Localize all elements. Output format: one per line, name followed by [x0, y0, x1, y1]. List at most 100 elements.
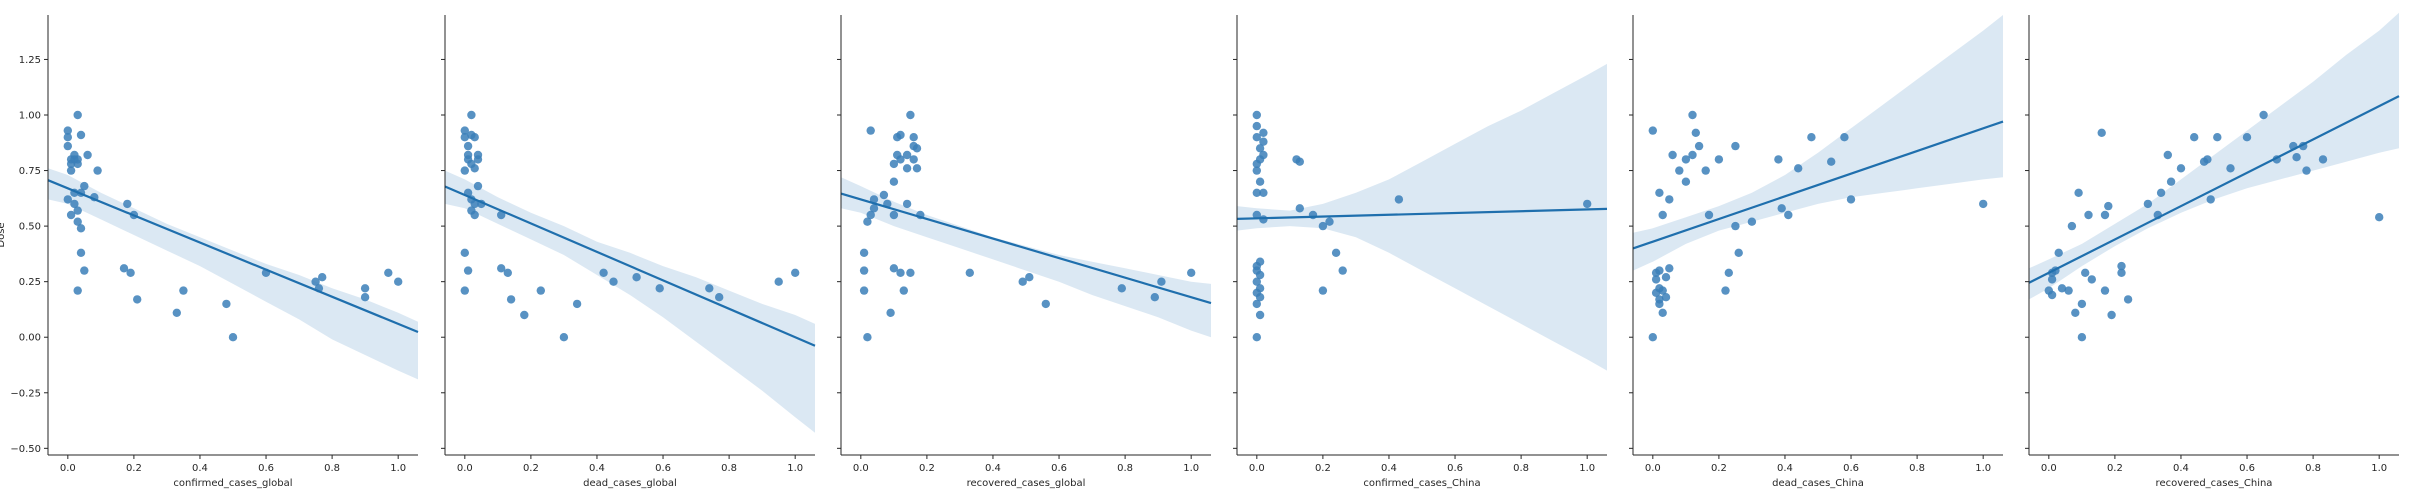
- x-axis-label: confirmed_cases_global: [173, 478, 292, 489]
- y-axis-label: Dose: [0, 222, 7, 247]
- confidence-band: [445, 170, 815, 433]
- data-point: [863, 217, 872, 226]
- data-point: [1688, 110, 1697, 120]
- panel-dead_cases_China: 0.0 0.2 0.4 0.6 0.8 1.0 dead_cases_China: [1629, 15, 2004, 489]
- x-axis-label: dead_cases_China: [1772, 478, 1864, 489]
- data-point: [63, 126, 72, 135]
- data-point: [1041, 299, 1051, 309]
- data-point: [2259, 110, 2268, 120]
- data-point: [572, 299, 582, 309]
- data-point: [93, 166, 102, 175]
- x-tick-label: 0.6: [2239, 463, 2255, 474]
- data-point: [119, 264, 129, 273]
- data-point: [73, 110, 82, 120]
- y-tick-label: 1.00: [19, 111, 41, 122]
- data-point: [63, 195, 72, 204]
- x-tick-label: 0.2: [2107, 463, 2123, 474]
- data-point: [123, 199, 132, 209]
- data-point: [912, 164, 922, 173]
- data-point: [705, 284, 714, 293]
- data-point: [1259, 128, 1268, 137]
- data-point: [1668, 150, 1677, 160]
- x-tick-label: 0.4: [1381, 463, 1397, 474]
- data-point: [902, 164, 912, 173]
- x-axis-label: dead_cases_global: [583, 478, 677, 489]
- panel-recovered_cases_global: 0.0 0.2 0.4 0.6 0.8 1.0 recovered_cases_global: [837, 15, 1212, 489]
- data-point: [76, 130, 86, 140]
- data-point: [906, 268, 915, 277]
- x-tick-label: 0.6: [258, 463, 274, 474]
- data-point: [126, 268, 135, 277]
- data-point: [470, 210, 479, 220]
- data-point: [902, 150, 912, 160]
- data-point: [311, 277, 320, 286]
- data-point: [1252, 166, 1262, 175]
- x-tick-label: 1.0: [1183, 463, 1199, 474]
- y-tick-label: 1.25: [19, 55, 41, 66]
- data-point: [318, 273, 327, 282]
- data-point: [2107, 310, 2116, 320]
- data-point: [2067, 221, 2077, 231]
- data-point: [172, 308, 181, 317]
- regression-line: [444, 185, 816, 347]
- data-point: [497, 210, 506, 220]
- data-point: [470, 133, 479, 142]
- data-point: [1681, 177, 1691, 186]
- data-point: [1295, 204, 1305, 213]
- data-point: [1255, 144, 1265, 153]
- data-point: [2117, 268, 2126, 277]
- y-tick-label: 0.25: [19, 277, 41, 288]
- x-tick-label: 0.8: [1513, 463, 1529, 474]
- x-tick-label: 0.6: [1051, 463, 1067, 474]
- x-tick-label: 0.4: [1777, 463, 1793, 474]
- data-point: [70, 199, 79, 209]
- data-point: [866, 126, 875, 135]
- confidence-band: [841, 177, 1211, 338]
- data-point: [2097, 128, 2106, 137]
- data-point: [1157, 277, 1166, 286]
- data-point: [1691, 128, 1701, 137]
- data-point: [889, 264, 899, 273]
- data-point: [1661, 293, 1671, 302]
- data-point: [2117, 261, 2126, 271]
- data-point: [899, 286, 908, 295]
- data-point: [1252, 210, 1262, 220]
- data-point: [1658, 308, 1667, 317]
- x-tick-label: 0.8: [1117, 463, 1133, 474]
- data-point: [2206, 195, 2215, 204]
- x-tick-label: 0.6: [1843, 463, 1859, 474]
- panel-confirmed_cases_China: 0.0 0.2 0.4 0.6 0.8 1.0 confirmed_cases_China: [1233, 15, 1608, 489]
- data-point: [2213, 133, 2222, 142]
- data-point: [1807, 133, 1816, 142]
- data-point: [863, 333, 872, 342]
- data-point: [2077, 299, 2087, 309]
- data-point: [859, 266, 869, 275]
- data-point: [1979, 199, 1988, 209]
- data-point: [1655, 299, 1664, 309]
- data-point: [384, 268, 393, 277]
- data-point: [1255, 177, 1265, 186]
- data-point: [63, 133, 72, 142]
- data-point: [1259, 215, 1268, 224]
- data-point: [2100, 210, 2110, 220]
- data-point: [1731, 221, 1740, 231]
- data-point: [2123, 295, 2133, 304]
- data-point: [473, 155, 483, 164]
- data-point: [1701, 166, 1710, 175]
- data-point: [1827, 157, 1836, 166]
- data-point: [2375, 213, 2384, 222]
- data-point: [2156, 188, 2166, 197]
- data-point: [460, 126, 469, 135]
- data-point: [2318, 155, 2328, 164]
- data-point: [1747, 217, 1757, 226]
- x-tick-label: 1.0: [390, 463, 406, 474]
- data-point: [1318, 286, 1328, 295]
- data-point: [1252, 159, 1262, 169]
- data-point: [1259, 188, 1268, 197]
- data-point: [222, 299, 231, 309]
- data-point: [80, 181, 89, 191]
- x-tick-label: 0.4: [2173, 463, 2189, 474]
- data-point: [1252, 188, 1262, 197]
- data-point: [1774, 155, 1783, 164]
- x-tick-label: 0.2: [1711, 463, 1727, 474]
